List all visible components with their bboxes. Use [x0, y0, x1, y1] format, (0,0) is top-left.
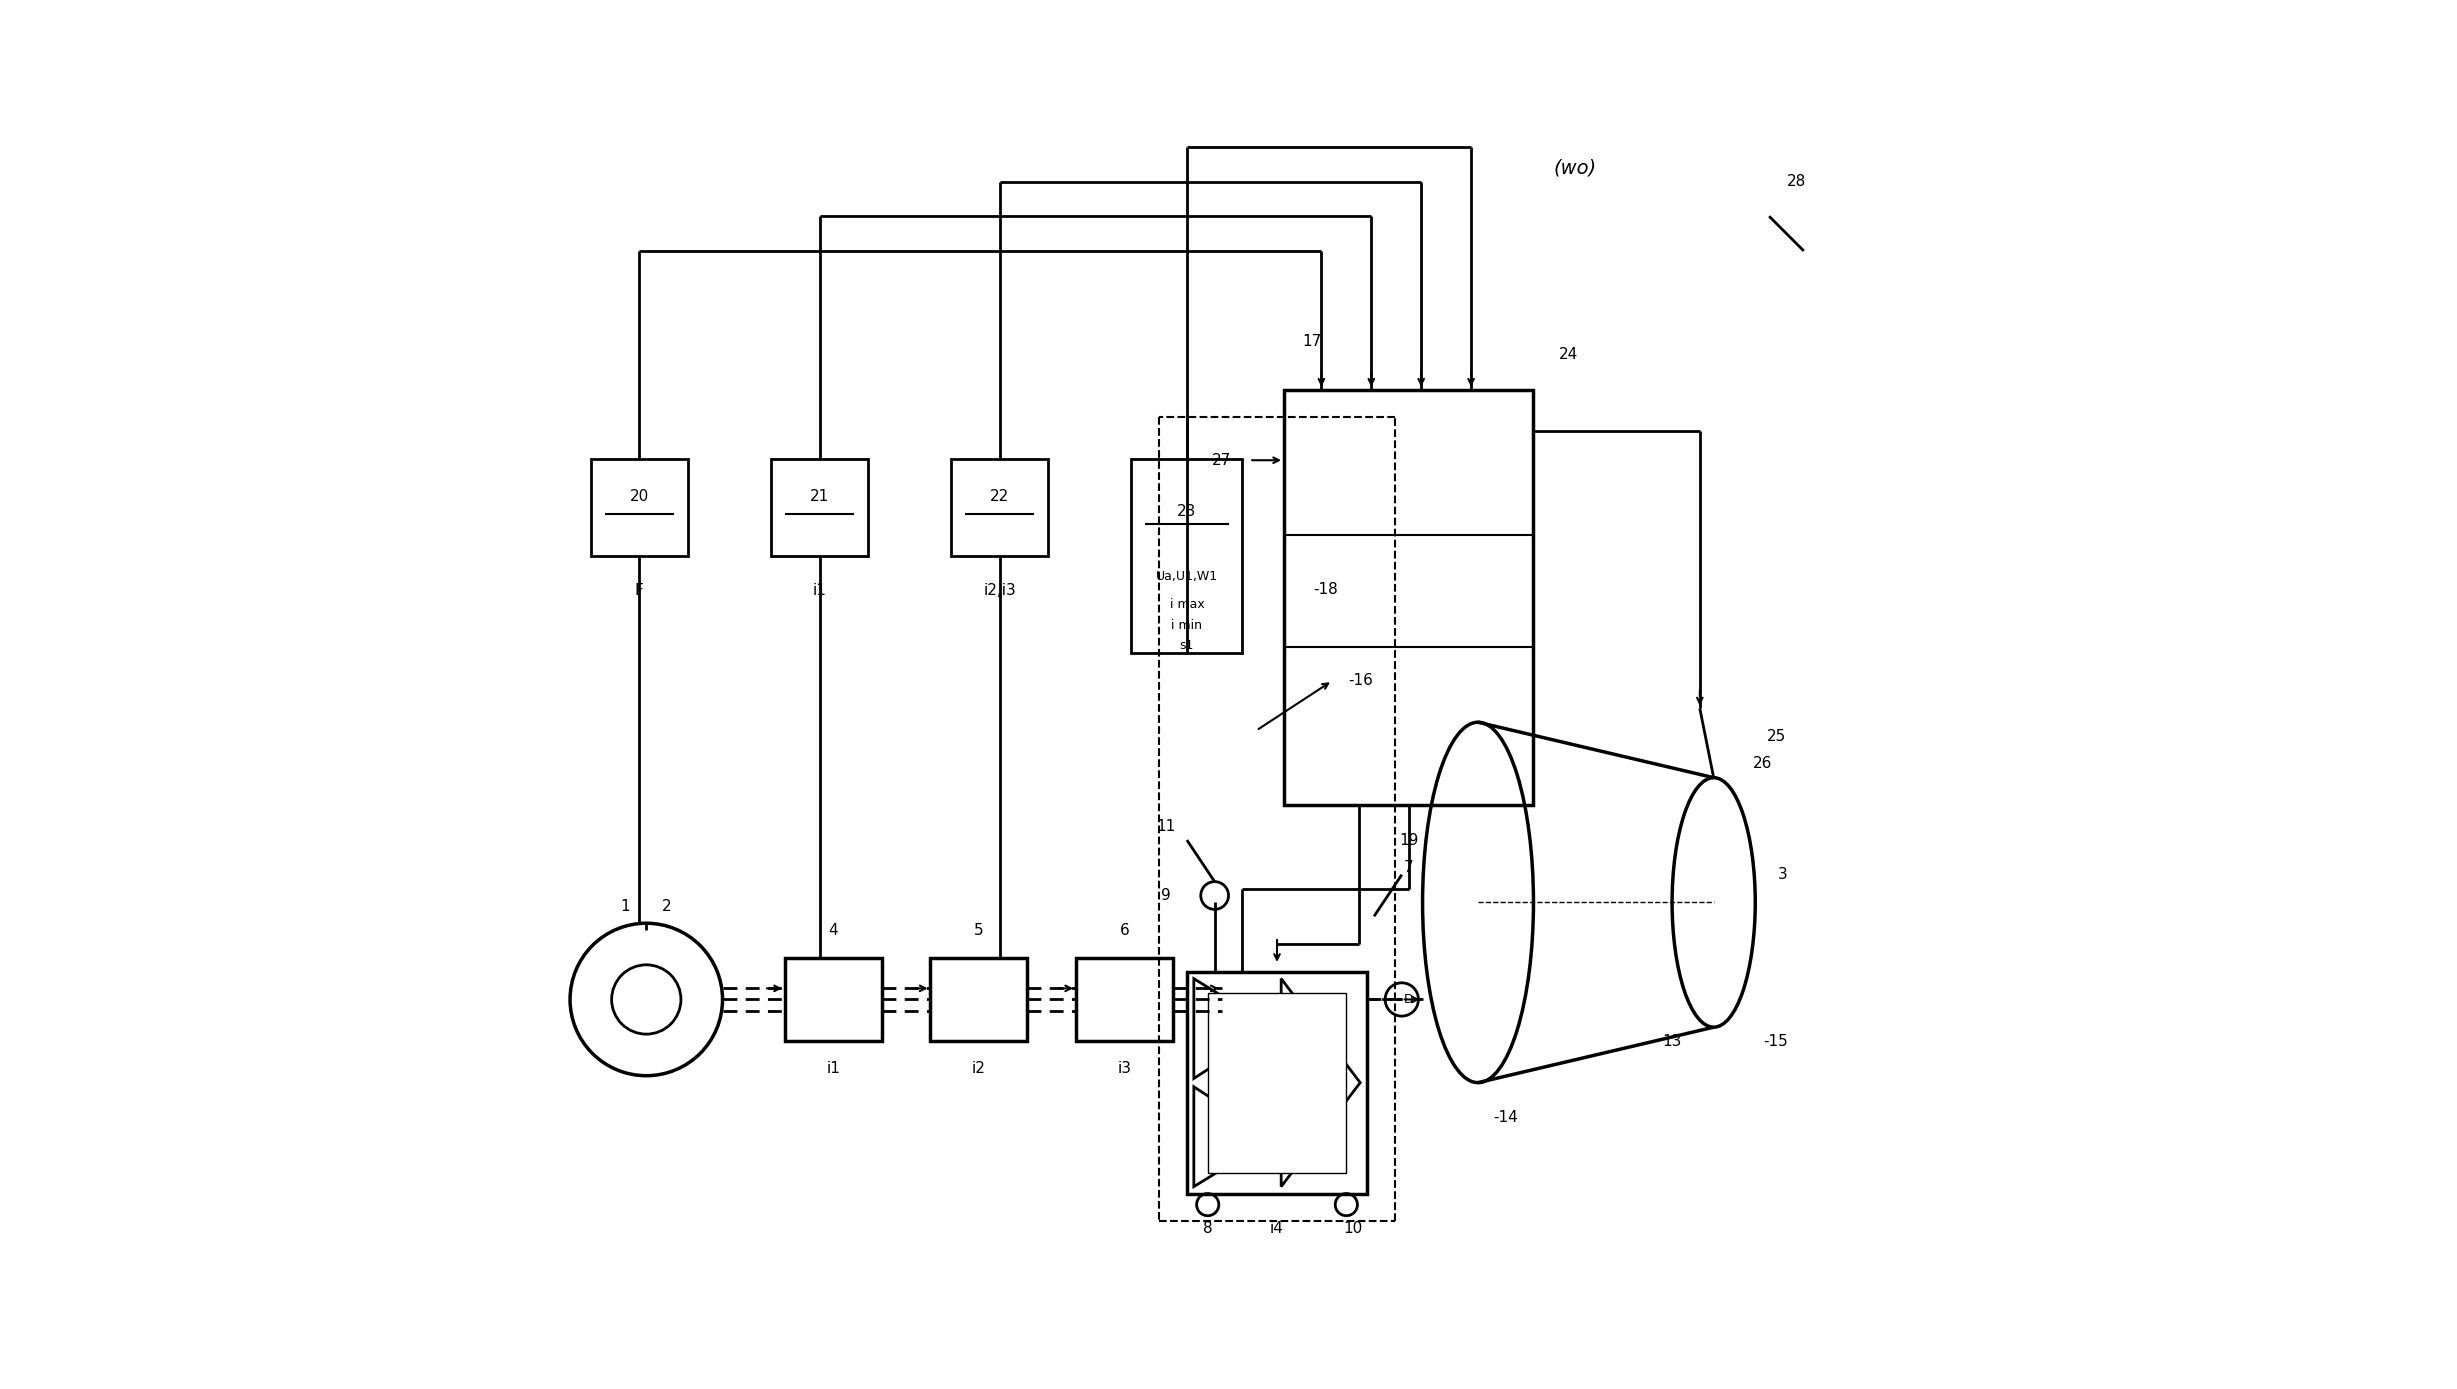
Text: 3: 3 — [1779, 867, 1789, 882]
Bar — [784, 958, 882, 1042]
Text: -15: -15 — [1764, 1033, 1789, 1049]
Text: 26: 26 — [1752, 757, 1771, 771]
Text: 17: 17 — [1302, 333, 1322, 349]
Text: 7: 7 — [1403, 860, 1413, 875]
Text: Ua,U1,W1: Ua,U1,W1 — [1155, 569, 1219, 583]
Text: -18: -18 — [1312, 582, 1339, 597]
Bar — [1133, 458, 1243, 653]
Text: 10: 10 — [1344, 1221, 1364, 1236]
Text: i1: i1 — [813, 583, 826, 599]
Text: i2,i3: i2,i3 — [983, 583, 1017, 599]
Bar — [590, 458, 688, 556]
Text: 13: 13 — [1663, 1033, 1681, 1049]
Text: 19: 19 — [1398, 832, 1418, 847]
Text: 21: 21 — [811, 489, 828, 504]
Text: 20: 20 — [629, 489, 649, 504]
Text: (wo): (wo) — [1553, 158, 1597, 178]
Bar — [951, 458, 1049, 556]
Bar — [1285, 389, 1533, 806]
Text: 23: 23 — [1177, 504, 1197, 519]
Text: 27: 27 — [1211, 453, 1231, 468]
Text: -14: -14 — [1494, 1110, 1518, 1125]
Text: -16: -16 — [1349, 674, 1373, 688]
Text: 1: 1 — [622, 899, 631, 914]
Text: 5: 5 — [973, 922, 983, 938]
Text: 8: 8 — [1204, 1221, 1211, 1236]
Text: 9: 9 — [1162, 888, 1172, 903]
Bar — [1209, 993, 1346, 1172]
Bar — [771, 458, 867, 556]
Text: i min: i min — [1172, 618, 1201, 632]
Text: 2: 2 — [663, 899, 671, 914]
Text: i4: i4 — [1270, 1221, 1285, 1236]
Text: 28: 28 — [1786, 174, 1806, 189]
Text: 24: 24 — [1558, 347, 1577, 363]
Text: F: F — [634, 583, 644, 599]
Text: 6: 6 — [1120, 922, 1130, 938]
Text: 22: 22 — [990, 489, 1010, 504]
Text: 25: 25 — [1767, 729, 1786, 743]
Text: 4: 4 — [828, 922, 838, 938]
Text: i1: i1 — [826, 1061, 840, 1076]
Text: i2: i2 — [973, 1061, 985, 1076]
Bar — [931, 958, 1027, 1042]
Bar — [1076, 958, 1172, 1042]
Text: s1: s1 — [1179, 639, 1194, 653]
Text: 11: 11 — [1157, 818, 1177, 833]
Ellipse shape — [1673, 778, 1754, 1028]
Text: i max: i max — [1170, 597, 1204, 611]
Bar — [1187, 972, 1366, 1193]
Text: D: D — [1403, 993, 1413, 1006]
Text: i3: i3 — [1118, 1061, 1133, 1076]
